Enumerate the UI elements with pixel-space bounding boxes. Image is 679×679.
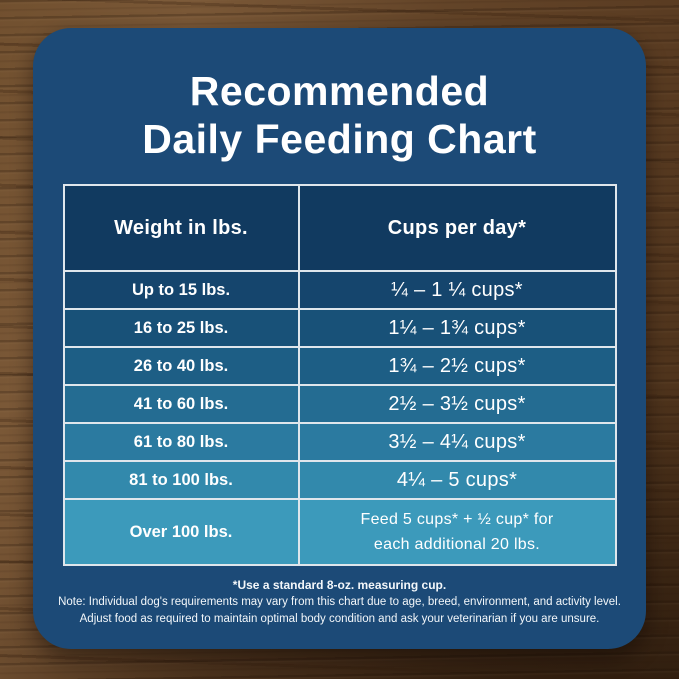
table-row: 61 to 80 lbs. 3½ – 4¼ cups* [64,422,615,461]
feeding-chart-card: Recommended Daily Feeding Chart Weight i… [33,28,646,649]
footnote-measuring-cup: *Use a standard 8-oz. measuring cup. [232,578,447,593]
weight-cell: 41 to 60 lbs. [65,386,300,423]
footnote-note-line-2: Adjust food as required to maintain opti… [79,613,600,626]
header-cell-cups: Cups per day* [387,216,527,239]
feeding-table: Weight in lbs. Cups per day* Up to 15 lb… [62,184,617,567]
table-row: 81 to 100 lbs. 4¼ – 5 cups* [64,460,615,499]
footnote-note-line-1: Note: Individual dog's requirements may … [58,596,621,609]
table-row: Up to 15 lbs. ¼ – 1 ¼ cups* [64,270,615,309]
weight-cell: Over 100 lbs. [65,500,300,565]
table-row: Over 100 lbs. Feed 5 cups* + ½ cup* for … [64,498,615,565]
chart-title: Recommended Daily Feeding Chart [33,28,646,163]
table-row: 16 to 25 lbs. 1¼ – 1¾ cups* [64,308,615,347]
weight-cell: 81 to 100 lbs. [65,462,300,499]
weight-cell: Up to 15 lbs. [65,272,300,309]
table-row: 41 to 60 lbs. 2½ – 3½ cups* [64,384,615,423]
cups-cell: 1¼ – 1¾ cups* [388,316,526,339]
cups-cell: 3½ – 4¼ cups* [388,430,526,453]
chart-title-line-2: Daily Feeding Chart [142,115,537,162]
chart-title-line-1: Recommended [189,68,490,114]
weight-cell: 26 to 40 lbs. [65,348,300,385]
cups-cell: ¼ – 1 ¼ cups* [391,278,523,301]
cups-cell: 1¾ – 2½ cups* [388,354,526,377]
weight-cell: 61 to 80 lbs. [65,424,300,461]
footnotes: *Use a standard 8-oz. measuring cup. Not… [33,577,646,628]
header-cell-weight: Weight in lbs. [65,186,300,271]
table-header-row: Weight in lbs. Cups per day* [64,186,615,271]
cups-cell: Feed 5 cups* + ½ cup* for each additiona… [360,510,554,554]
weight-cell: 16 to 25 lbs. [65,310,300,347]
cups-cell: 4¼ – 5 cups* [396,468,518,491]
cups-cell: 2½ – 3½ cups* [388,392,526,415]
table-row: 26 to 40 lbs. 1¾ – 2½ cups* [64,346,615,385]
